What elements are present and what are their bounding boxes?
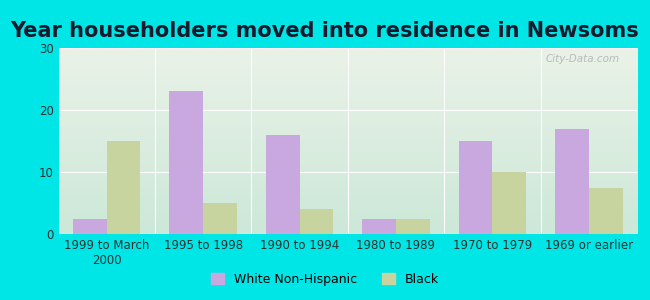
Bar — [589, 188, 623, 234]
Bar — [170, 92, 203, 234]
Legend: White Non-Hispanic, Black: White Non-Hispanic, Black — [207, 268, 443, 291]
Bar — [203, 203, 237, 234]
Bar — [493, 172, 526, 234]
Bar — [266, 135, 300, 234]
Bar — [300, 209, 333, 234]
Bar — [73, 218, 107, 234]
Bar — [396, 218, 430, 234]
Bar — [107, 141, 140, 234]
Text: Year householders moved into residence in Newsoms: Year householders moved into residence i… — [10, 21, 640, 41]
Bar — [555, 129, 589, 234]
Text: City-Data.com: City-Data.com — [545, 54, 619, 64]
Bar — [362, 218, 396, 234]
Bar — [459, 141, 493, 234]
